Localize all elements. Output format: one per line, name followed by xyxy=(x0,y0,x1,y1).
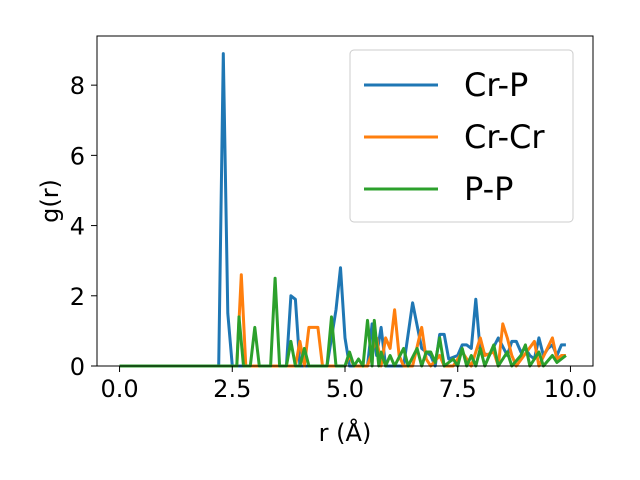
legend-label: Cr-Cr xyxy=(464,118,545,156)
series-line-1 xyxy=(119,273,566,368)
x-tick-label: 5.0 xyxy=(326,375,364,403)
x-tick-label: 10.0 xyxy=(544,375,597,403)
x-axis: 0.0 2.5 5.0 7.5 10.0 xyxy=(100,366,597,403)
y-axis: 0 2 4 6 8 xyxy=(70,72,97,381)
y-tick-label: 6 xyxy=(70,142,85,170)
x-tick-label: 0.0 xyxy=(100,375,138,403)
legend-label: Cr-P xyxy=(464,66,528,104)
y-tick-label: 2 xyxy=(70,283,85,311)
legend-label: P-P xyxy=(464,170,513,208)
legend: Cr-P Cr-Cr P-P xyxy=(349,49,574,223)
x-tick-label: 7.5 xyxy=(439,375,477,403)
y-tick-label: 8 xyxy=(70,72,85,100)
x-tick-label: 2.5 xyxy=(213,375,251,403)
y-tick-label: 0 xyxy=(70,353,85,381)
y-tick-label: 4 xyxy=(70,213,85,241)
y-axis-label: g(r) xyxy=(36,179,64,223)
legend-box xyxy=(349,49,574,223)
x-axis-label: r (Å) xyxy=(319,418,372,447)
